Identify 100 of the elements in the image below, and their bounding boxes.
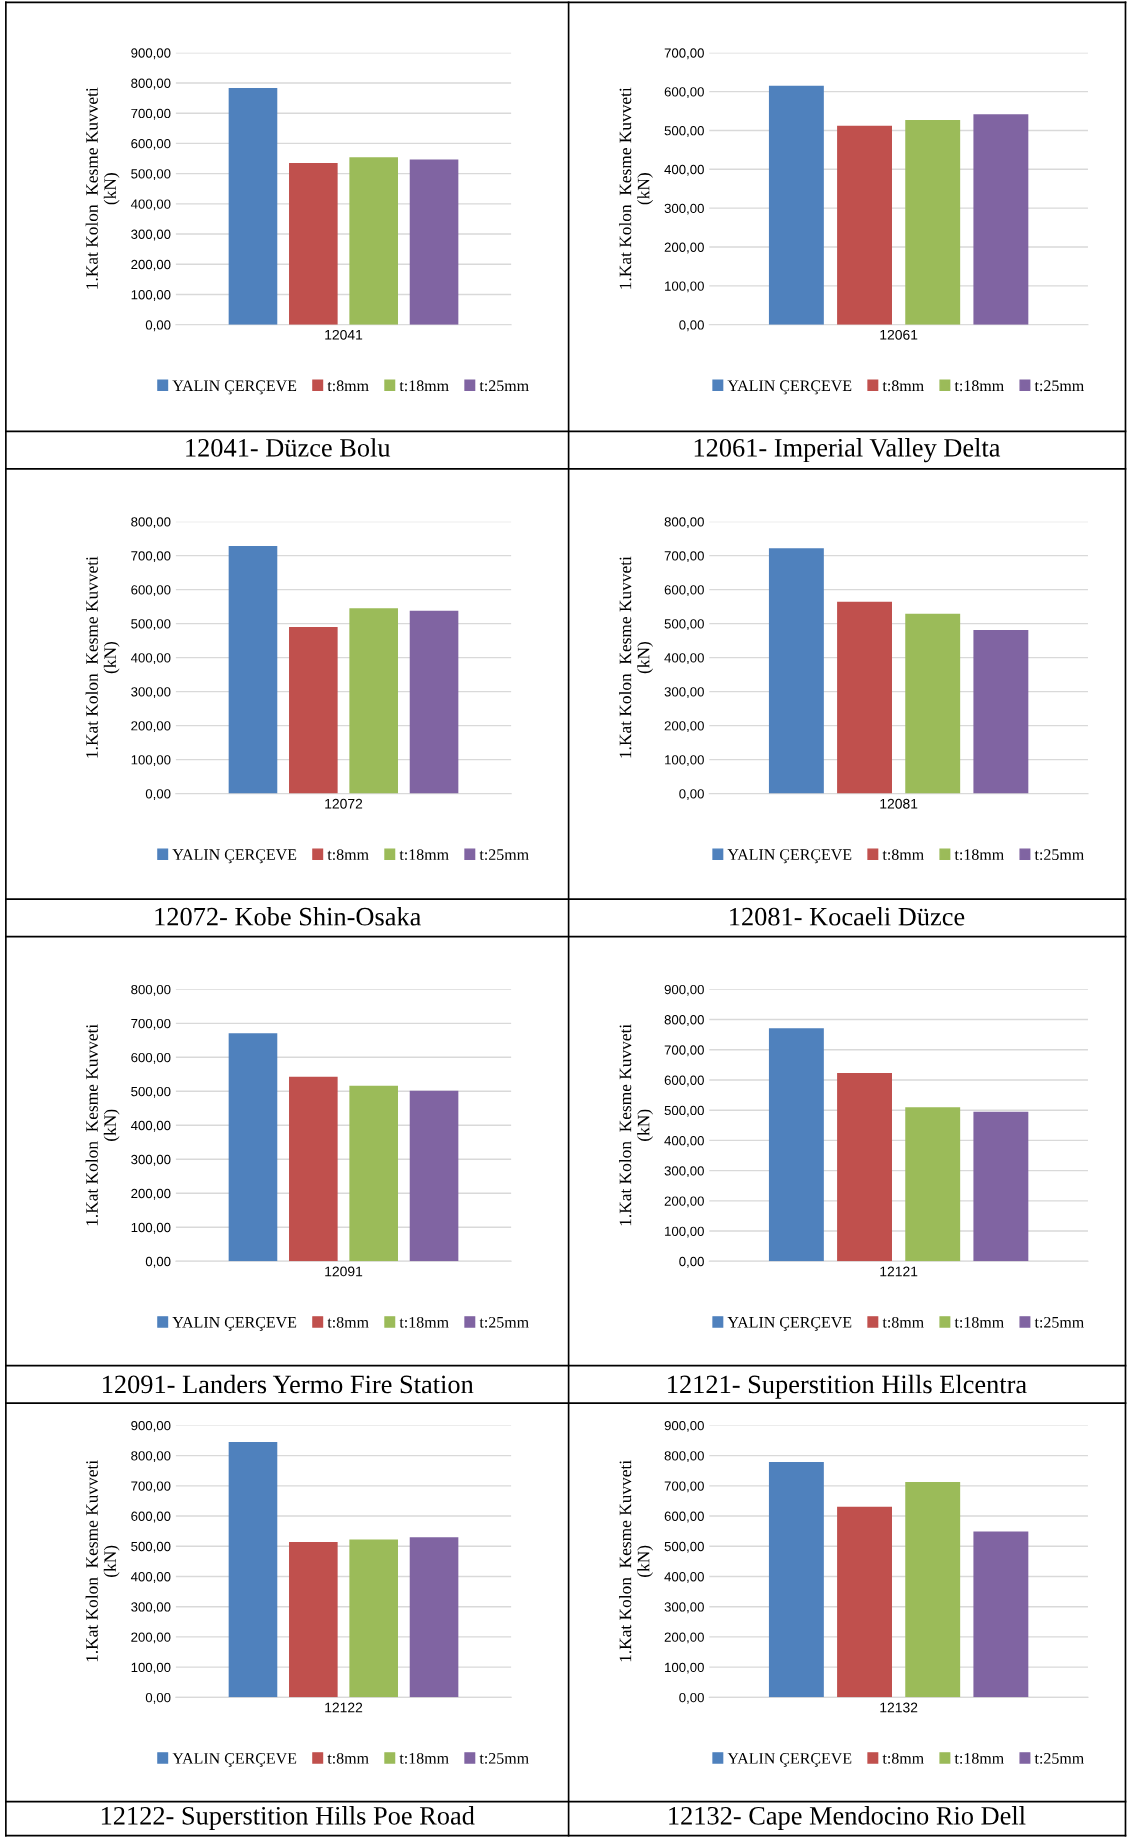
- y-tick-label: 100,00: [131, 1222, 171, 1234]
- bar: [409, 159, 459, 325]
- y-tick-label: 700,00: [664, 551, 704, 563]
- legend-label: t:8mm: [882, 849, 924, 861]
- legend-label: t:25mm: [1034, 1316, 1084, 1328]
- y-tick-label: 900,00: [131, 1420, 171, 1432]
- y-tick-label: 400,00: [130, 1572, 171, 1583]
- y-tick-label: 500,00: [664, 619, 704, 631]
- y-tick-label: 500,00: [131, 1086, 171, 1098]
- legend-label: YALIN ÇERÇEVE: [172, 1316, 297, 1331]
- bar: [837, 1073, 892, 1262]
- y-tick-label: 0,00: [679, 1692, 704, 1704]
- bar: [349, 1085, 398, 1262]
- y-tick-label: 800,00: [131, 1451, 171, 1463]
- y-tick-label: 600,00: [131, 138, 171, 150]
- y-tick-label: 700,00: [664, 48, 704, 60]
- y-axis-title: 1.Kat Kolon Kesme Kuvveti (kN): [85, 87, 120, 289]
- bar: [289, 1542, 338, 1698]
- legend-label: t:25mm: [479, 1316, 529, 1328]
- legend-label: t:8mm: [327, 1752, 369, 1764]
- y-tick-label: 600,00: [664, 1075, 704, 1087]
- text: 12072- Kobe Shin-Osaka: [155, 907, 421, 926]
- y-tick-label: 100,00: [665, 1226, 704, 1238]
- legend-label: t:8mm: [882, 1752, 924, 1764]
- y-tick-label: 400,00: [130, 653, 171, 665]
- y-tick-label: 500,00: [664, 1541, 704, 1553]
- legend-label: t:8mm: [882, 1316, 924, 1328]
- legend-label: t:25mm: [1034, 1753, 1084, 1764]
- text: 12061- Imperial Valley Delta: [694, 438, 1001, 463]
- legend-label: YALIN ÇERÇEVE: [172, 1753, 297, 1767]
- y-tick-label: 800,00: [664, 1451, 704, 1463]
- bar: [409, 1090, 459, 1262]
- bar: [228, 1033, 278, 1262]
- y-tick-label: 400,00: [664, 1572, 704, 1583]
- bar: [289, 1076, 338, 1262]
- legend-label: YALIN ÇERÇEVE: [727, 380, 852, 395]
- text: 12041- Düzce Bolu: [186, 438, 391, 457]
- y-tick-label: 0,00: [679, 320, 704, 332]
- text: 12121- Superstition Hills Elcentra: [668, 1374, 1027, 1399]
- legend-label: t:18mm: [954, 849, 1004, 861]
- text: 12122- Superstition Hills Poe Road: [101, 1806, 475, 1831]
- bar: [409, 1537, 459, 1698]
- y-axis-title: 1.Kat Kolon Kesme Kuvveti (kN): [619, 556, 653, 758]
- y-tick-label: 900,00: [131, 48, 171, 60]
- y-tick-label: 400,00: [664, 164, 704, 176]
- y-tick-label: 200,00: [664, 1196, 704, 1208]
- y-tick-label: 600,00: [664, 1511, 704, 1523]
- x-tick-label: 12081: [880, 798, 918, 809]
- text: 12091- Landers Yermo Fire Station: [103, 1374, 474, 1394]
- bar: [768, 1461, 824, 1698]
- y-tick-label: 200,00: [131, 1188, 171, 1200]
- y-tick-label: 500,00: [131, 1541, 171, 1553]
- y-axis-title: 1.Kat Kolon Kesme Kuvveti (kN): [619, 1024, 653, 1226]
- bar: [349, 608, 398, 794]
- y-tick-label: 800,00: [664, 517, 704, 529]
- y-tick-label: 700,00: [664, 1481, 704, 1493]
- y-tick-label: 900,00: [664, 984, 704, 996]
- y-tick-label: 300,00: [664, 1602, 704, 1614]
- bar: [349, 157, 398, 325]
- y-tick-label: 100,00: [131, 1662, 171, 1674]
- y-tick-label: 800,00: [131, 517, 171, 529]
- y-axis-title: 1.Kat Kolon Kesme Kuvveti (kN): [85, 1024, 120, 1226]
- x-tick-label: 12091: [325, 1266, 363, 1277]
- y-tick-label: 400,00: [130, 1120, 171, 1132]
- text: 12081- Kocaeli Düzce: [730, 907, 965, 926]
- legend-label: t:18mm: [954, 380, 1004, 392]
- y-tick-label: 0,00: [145, 1692, 171, 1704]
- y-tick-label: 0,00: [679, 1256, 704, 1268]
- y-tick-label: 700,00: [131, 108, 171, 120]
- legend-label: YALIN ÇERÇEVE: [727, 849, 852, 864]
- y-tick-label: 800,00: [131, 984, 171, 996]
- bar: [973, 1531, 1029, 1698]
- bar: [289, 627, 338, 794]
- y-tick-label: 600,00: [131, 1511, 171, 1523]
- y-tick-label: 700,00: [131, 1018, 171, 1030]
- bar: [768, 548, 824, 794]
- y-tick-label: 300,00: [664, 687, 704, 699]
- y-tick-label: 0,00: [145, 320, 171, 332]
- legend-label: t:25mm: [1034, 380, 1084, 392]
- legend-label: t:18mm: [399, 849, 449, 861]
- bar: [409, 610, 459, 794]
- y-tick-label: 700,00: [131, 551, 171, 563]
- y-tick-label: 400,00: [664, 653, 704, 665]
- bar: [973, 114, 1029, 325]
- y-tick-label: 600,00: [664, 585, 704, 597]
- legend-label: t:25mm: [479, 1753, 529, 1764]
- bar: [837, 601, 892, 794]
- y-tick-label: 200,00: [131, 259, 171, 271]
- y-tick-label: 200,00: [664, 721, 704, 733]
- text: 12132- Cape Mendocino Rio Dell: [669, 1806, 1026, 1831]
- legend-label: t:25mm: [479, 849, 529, 861]
- legend-label: t:8mm: [327, 1316, 369, 1328]
- x-tick-label: 12061: [880, 329, 918, 340]
- y-axis-title: 1.Kat Kolon Kesme Kuvveti (kN): [619, 1460, 653, 1662]
- bar: [837, 1506, 892, 1698]
- y-tick-label: 100,00: [131, 290, 171, 301]
- y-tick-label: 400,00: [130, 199, 171, 211]
- y-tick-label: 300,00: [664, 203, 704, 215]
- y-tick-label: 700,00: [664, 1045, 704, 1057]
- legend-label: t:25mm: [479, 380, 529, 392]
